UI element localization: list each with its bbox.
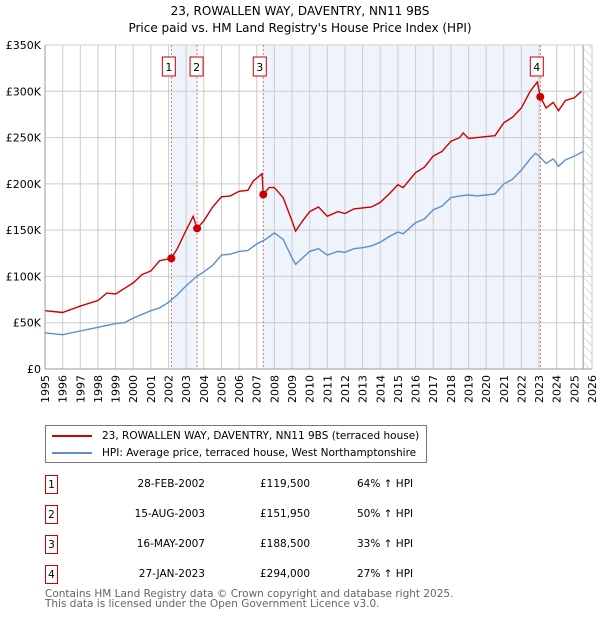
sale-point [536,92,545,101]
x-tick-label: 2021 [498,375,511,403]
x-tick-label: 2007 [251,375,264,403]
x-tick-label: 2019 [462,375,475,403]
legend-label: HPI: Average price, terraced house, West… [102,447,417,459]
x-tick-label: 2017 [427,375,440,403]
footer-line-1: Contains HM Land Registry data © Crown c… [45,588,454,600]
sale-label: 1 [165,61,172,74]
sale-row: 3 16-MAY-2007 £188,500 33% ↑ HPI [45,535,465,555]
chart-subtitle: Price paid vs. HM Land Registry's House … [128,21,471,35]
x-tick-label: 1999 [110,375,123,403]
legend-item-hpi: HPI: Average price, terraced house, West… [52,445,416,461]
sale-date: 15-AUG-2003 [134,508,205,520]
sale-label: 3 [256,61,263,74]
property-price-line [44,80,582,314]
y-tick-label: £250K [6,132,42,145]
x-tick-label: 2024 [551,375,564,403]
chart-title: 23, ROWALLEN WAY, DAVENTRY, NN11 9BS [171,4,430,18]
y-tick-label: £350K [6,39,42,52]
x-tick-label: 1998 [92,375,105,403]
x-tick-label: 2015 [392,375,405,403]
sale-price: £294,000 [260,568,311,580]
sale-hpi-diff: 64% ↑ HPI [357,478,414,490]
legend-item-property: 23, ROWALLEN WAY, DAVENTRY, NN11 9BS (te… [52,428,419,444]
x-tick-label: 2025 [568,375,581,403]
legend-label: 23, ROWALLEN WAY, DAVENTRY, NN11 9BS (te… [102,430,420,442]
y-tick-label: £100K [6,270,42,283]
x-tick-label: 2013 [357,375,370,403]
sale-number-box: 2 [45,505,58,524]
sale-label-box [189,56,204,77]
x-tick-label: 1997 [74,375,87,403]
sale-date: 27-JAN-2023 [138,568,205,580]
legend-swatch-blue [52,452,92,454]
x-tick-label: 2016 [410,375,423,403]
sale-price: £188,500 [260,538,311,550]
sale-row: 2 15-AUG-2003 £151,950 50% ↑ HPI [45,505,465,525]
price-chart: 23, ROWALLEN WAY, DAVENTRY, NN11 9BS Pri… [6,4,599,403]
sale-label-box [161,56,176,77]
sale-hpi-diff: 33% ↑ HPI [357,538,414,550]
sale-row: 4 27-JAN-2023 £294,000 27% ↑ HPI [45,565,465,585]
hpi-line [44,150,584,336]
y-tick-label: £300K [6,85,42,98]
sale-number-box: 3 [45,535,58,554]
footer: Contains HM Land Registry data © Crown c… [45,588,454,610]
sale-date: 28-FEB-2002 [137,478,205,490]
x-tick-label: 2020 [480,375,493,403]
y-tick-label: £0 [27,363,41,376]
sale-point [259,190,268,199]
sale-label-box [529,56,544,77]
sale-row: 1 28-FEB-2002 £119,500 64% ↑ HPI [45,475,465,495]
sale-number-box: 4 [45,565,58,584]
x-tick-label: 2002 [163,375,176,403]
sale-number-box: 1 [45,475,58,494]
y-tick-label: £150K [6,224,42,237]
x-tick-label: 2011 [321,375,334,403]
shaded-period [171,45,198,369]
y-tick-label: £200K [6,178,42,191]
legend-swatch-red [52,435,92,437]
sale-date: 16-MAY-2007 [136,538,205,550]
forecast-hatch [583,45,592,369]
x-tick-label: 2001 [145,375,158,403]
y-tick-label: £50K [13,317,42,330]
legend: 23, ROWALLEN WAY, DAVENTRY, NN11 9BS (te… [45,425,427,463]
sale-label: 4 [533,61,540,74]
x-tick-label: 1996 [57,375,70,403]
x-tick-label: 2023 [533,375,546,403]
x-tick-label: 2005 [215,375,228,403]
sale-hpi-diff: 27% ↑ HPI [357,568,414,580]
x-tick-label: 2009 [286,375,299,403]
x-tick-label: 2004 [198,375,211,403]
x-tick-label: 2012 [339,375,352,403]
x-tick-label: 2018 [445,375,458,403]
sale-point [167,254,176,263]
sale-label: 2 [193,61,200,74]
footer-line-2: This data is licensed under the Open Gov… [45,598,380,610]
x-tick-label: 2010 [304,375,317,403]
x-tick-label: 2008 [268,375,281,403]
x-tick-label: 2022 [515,375,528,403]
sale-price: £151,950 [260,508,311,520]
sale-hpi-diff: 50% ↑ HPI [357,508,414,520]
sale-price: £119,500 [260,478,311,490]
x-tick-label: 2014 [374,375,387,403]
shaded-period [263,45,541,369]
sale-label-box [252,56,267,77]
sale-point [193,224,202,233]
x-tick-label: 2000 [127,375,140,403]
x-tick-label: 2006 [233,375,246,403]
x-tick-label: 2026 [586,375,599,403]
x-tick-label: 1995 [39,375,52,403]
x-tick-label: 2003 [180,375,193,403]
